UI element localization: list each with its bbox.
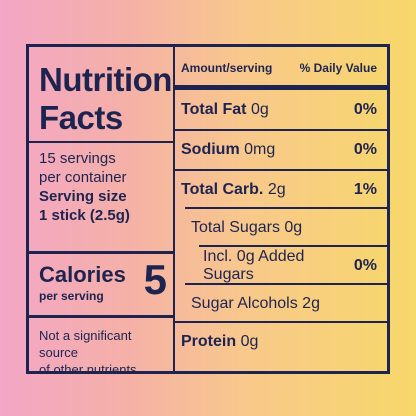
nutrient-amount: 2g xyxy=(267,180,286,198)
row-divider xyxy=(175,129,387,131)
nutrient-row-sugar-alcohols: Sugar Alcohols 2g xyxy=(175,285,387,322)
nutrient-daily-value: 1% xyxy=(353,180,377,198)
divider xyxy=(29,315,175,318)
servings-line-2: per container xyxy=(39,169,127,186)
footnote-line-2: of other nutrients. xyxy=(39,362,141,377)
nutrient-row-protein: Protein 0g xyxy=(175,323,387,360)
nutrient-label: Sugar Alcohols 2g xyxy=(191,294,320,312)
row-divider xyxy=(175,321,387,323)
header-rule xyxy=(175,85,387,90)
column-header: Amount/serving % Daily Value xyxy=(181,61,377,75)
calories-label: Calories xyxy=(39,262,126,287)
nutrient-name: Total Carb. xyxy=(181,180,264,198)
title-line-1: Nutrition xyxy=(39,61,172,98)
nutrient-row-total-sugars: Total Sugars 0g xyxy=(175,209,387,246)
nutrient-name: Total Fat xyxy=(181,100,247,118)
title-line-2: Facts xyxy=(39,99,123,136)
calories-sub-label: per serving xyxy=(39,289,104,303)
nutrient-daily-value: 0% xyxy=(353,140,377,158)
divider xyxy=(29,251,175,254)
nutrient-row-total-carb: Total Carb. 2g 1% xyxy=(175,171,387,208)
row-divider xyxy=(185,283,387,285)
nutrient-daily-value: 0% xyxy=(353,256,377,274)
daily-value-header: % Daily Value xyxy=(299,61,377,75)
serving-size-line-2: 1 stick (2.5g) xyxy=(39,207,130,224)
nutrient-label: Protein 0g xyxy=(181,333,258,351)
serving-size: Serving size 1 stick (2.5g) xyxy=(39,187,130,225)
nutrient-amount: 0g xyxy=(250,100,269,118)
nutrient-name: Sodium xyxy=(181,140,240,158)
row-divider xyxy=(199,245,387,247)
servings-line-1: 15 servings xyxy=(39,150,116,167)
nutrient-daily-value: 0% xyxy=(353,100,377,118)
nutrient-label: Sodium 0mg xyxy=(181,141,275,159)
serving-size-line-1: Serving size xyxy=(39,188,127,205)
row-divider xyxy=(175,169,387,171)
nutrient-label: Total Carb. 2g xyxy=(181,181,286,199)
amount-header: Amount/serving xyxy=(181,61,273,75)
summary-column: Nutrition Facts 15 servings per containe… xyxy=(29,47,175,377)
nutrient-row-total-fat: Total Fat 0g 0% xyxy=(175,91,387,128)
nutrient-label: Total Sugars 0g xyxy=(191,218,303,236)
nutrient-amount: 0mg xyxy=(244,140,276,158)
row-divider xyxy=(185,207,387,209)
panel-title: Nutrition Facts xyxy=(39,61,172,137)
footnote-line-1: Not a significant source xyxy=(39,328,132,360)
divider xyxy=(29,141,175,143)
nutrient-label: Incl. 0g Added Sugars xyxy=(203,247,305,283)
nutrient-label: Total Fat 0g xyxy=(181,101,269,119)
nutrients-column: Amount/serving % Daily Value Total Fat 0… xyxy=(175,47,387,371)
servings-per-container: 15 servings per container xyxy=(39,149,127,187)
nutrition-facts-panel: Nutrition Facts 15 servings per containe… xyxy=(26,44,390,377)
nutrient-row-added-sugars: Incl. 0g Added Sugars 0% xyxy=(175,247,387,284)
nutrient-name: Protein xyxy=(181,332,237,350)
footnote: Not a significant source of other nutrie… xyxy=(39,327,173,378)
calories-value: 5 xyxy=(143,256,167,303)
nutrient-row-sodium: Sodium 0mg 0% xyxy=(175,131,387,168)
nutrient-amount: 0g xyxy=(240,332,259,350)
